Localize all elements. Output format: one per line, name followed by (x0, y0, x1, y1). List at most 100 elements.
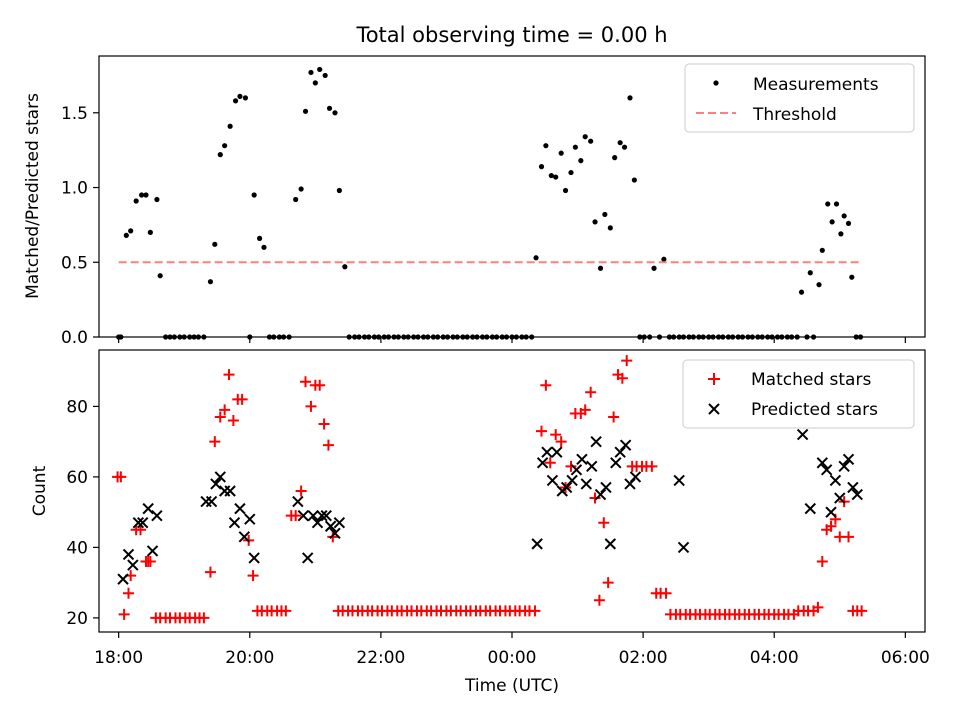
measurement-point (631, 177, 637, 183)
predicted-stars-point (117, 573, 129, 585)
predicted-stars-point (151, 509, 163, 522)
measurement-point (548, 172, 554, 179)
matched-stars-point (550, 429, 562, 441)
measurement-point (825, 201, 831, 207)
measurement-point (816, 282, 822, 288)
measurement-point (317, 66, 323, 73)
predicted-stars-point (604, 538, 617, 550)
matched-stars-point (616, 372, 628, 384)
predicted-stars-point (297, 509, 310, 522)
predicted-stars-point (142, 502, 154, 515)
matched-stars-point (223, 369, 235, 381)
measurement-point (123, 232, 129, 238)
measurement-point (342, 264, 348, 270)
counts-y-tick-label: 40 (66, 538, 88, 558)
measurement-point (143, 192, 149, 198)
matched-stars-point (295, 485, 307, 497)
predicted-stars-point (307, 509, 319, 522)
predicted-stars-point (847, 481, 859, 494)
ratio-y-tick-label: 1.0 (61, 179, 88, 199)
measurement-point (651, 265, 657, 271)
predicted-stars-point (146, 545, 159, 557)
matched-stars-point (593, 594, 605, 606)
matched-stars-point (598, 517, 610, 529)
predicted-stars-point (673, 474, 685, 487)
measurement-point (538, 164, 545, 170)
predicted-stars-point (536, 457, 549, 469)
predicted-stars-point (834, 492, 846, 504)
measurement-point (237, 93, 243, 99)
predicted-stars-point (586, 460, 598, 473)
measurement-point (819, 247, 825, 253)
matched-stars-point (209, 436, 221, 448)
predicted-stars-point (619, 439, 632, 451)
measurement-point (298, 186, 304, 192)
matched-stars-point (280, 605, 292, 617)
predicted-stars-point (329, 527, 341, 540)
predicted-stars-point (825, 506, 837, 518)
ratio-panel: 0.0 0.5 1.0 1.5 Matched/Predicted stars Mea… (23, 55, 926, 348)
predicted-stars-point (629, 471, 642, 483)
x-axis-label: Time (UTC) (464, 676, 559, 696)
counts-y-tick-label: 60 (66, 468, 88, 488)
measurement-point (302, 108, 309, 114)
matched-stars-point (123, 587, 134, 599)
measurement-point (588, 138, 594, 144)
measurement-point (568, 169, 574, 176)
counts-panel: 20 40 60 80 18:00 20:00 22:00 00:00 02:00 04:00 06… (30, 349, 930, 696)
counts-y-tick-label: 20 (66, 609, 88, 629)
matched-stars-point (585, 386, 597, 398)
legend-measurements-marker (713, 80, 719, 86)
measurement-point (553, 174, 559, 180)
predicted-stars-point (234, 502, 246, 515)
measurement-point (607, 225, 613, 231)
predicted-stars-point (546, 474, 559, 487)
predicted-stars-point (214, 471, 226, 483)
matched-stars-point (660, 587, 672, 599)
matched-stars-point (589, 492, 601, 504)
legend-matched-stars-label: Matched stars (751, 370, 871, 390)
measurement-point (227, 123, 233, 129)
measurement-point (312, 80, 318, 86)
predicted-stars-point (324, 520, 337, 532)
measurement-point (572, 144, 578, 150)
matched-stars-point (247, 570, 259, 582)
measurement-point (841, 213, 847, 219)
matched-stars-point (536, 425, 547, 437)
x-tick-label: 02:00 (619, 648, 668, 668)
predicted-stars-point (224, 485, 236, 497)
predicted-stars-point (590, 435, 602, 448)
matched-stars-point (214, 411, 226, 423)
predicted-stars-point (132, 517, 145, 529)
matched-stars-point (825, 520, 837, 532)
measurement-point (829, 219, 835, 225)
predicted-stars-point (316, 509, 328, 522)
predicted-stars-point (829, 474, 842, 487)
measurement-point (833, 201, 840, 207)
predicted-stars-point (580, 478, 593, 490)
measurement-point (597, 265, 604, 271)
x-tick-label: 00:00 (488, 648, 537, 668)
predicted-stars-point (205, 495, 218, 508)
matched-stars-point (322, 439, 334, 451)
predicted-stars-point (228, 517, 241, 529)
legend-predicted-stars-label: Predicted stars (751, 400, 878, 420)
measurement-point (838, 231, 844, 237)
legend-threshold-label: Threshold (752, 105, 837, 125)
predicted-stars-point (248, 552, 260, 564)
predicted-stars-point (333, 517, 346, 529)
measurement-point (661, 256, 667, 262)
legend-predicted-stars-marker (708, 403, 720, 415)
measurement-point (261, 244, 267, 250)
matched-stars-point (602, 577, 614, 589)
figure-title: Total observing time = 0.00 h (355, 23, 667, 47)
predicted-stars-point (610, 457, 622, 469)
measurement-point (139, 192, 145, 198)
predicted-stars-point (218, 485, 231, 497)
measurement-point (578, 158, 584, 164)
measurement-point (543, 143, 549, 149)
measurement-point (332, 110, 338, 116)
predicted-stars-point (816, 457, 829, 469)
predicted-stars-point (244, 513, 256, 525)
